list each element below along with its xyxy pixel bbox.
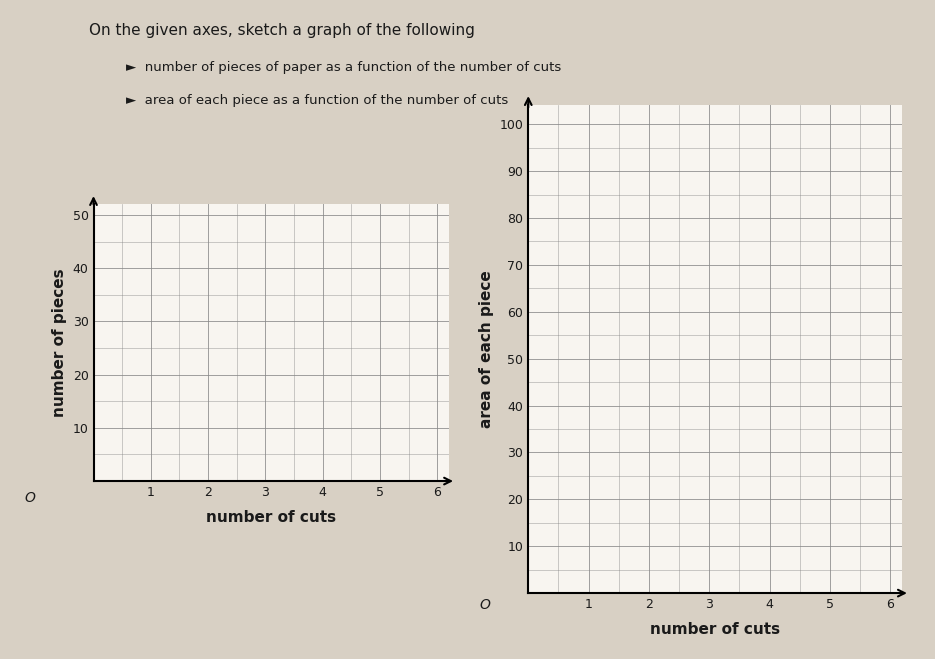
- Text: O: O: [480, 598, 491, 612]
- X-axis label: number of cuts: number of cuts: [650, 622, 781, 637]
- Text: O: O: [24, 491, 35, 505]
- Text: ►  area of each piece as a function of the number of cuts: ► area of each piece as a function of th…: [126, 94, 509, 107]
- Text: On the given axes, sketch a graph of the following: On the given axes, sketch a graph of the…: [89, 23, 475, 38]
- X-axis label: number of cuts: number of cuts: [206, 510, 337, 525]
- Y-axis label: number of pieces: number of pieces: [52, 268, 67, 417]
- Y-axis label: area of each piece: area of each piece: [479, 270, 494, 428]
- Text: ►  number of pieces of paper as a function of the number of cuts: ► number of pieces of paper as a functio…: [126, 61, 562, 74]
